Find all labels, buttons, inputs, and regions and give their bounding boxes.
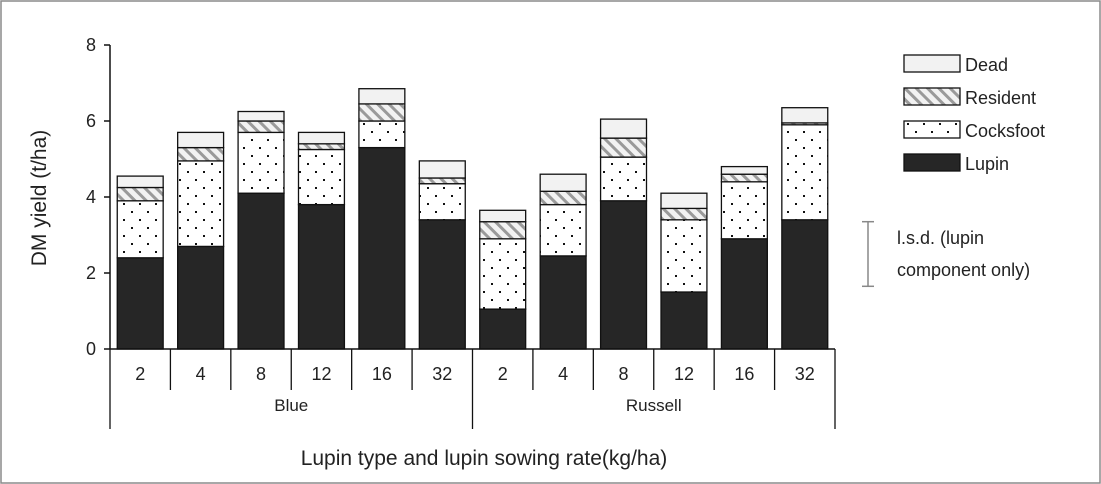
y-tick-label: 6 bbox=[86, 111, 96, 131]
bar-segment-dead bbox=[358, 88, 406, 105]
bar-segment-cocksfoot bbox=[781, 124, 829, 221]
legend-label-cocksfoot: Cocksfoot bbox=[965, 121, 1045, 141]
bar-segment-cocksfoot bbox=[237, 131, 285, 194]
x-tick-label: 4 bbox=[558, 364, 568, 384]
bar-segment-lupin bbox=[660, 291, 708, 350]
bar-segment-lupin bbox=[539, 255, 587, 350]
bar-segment-lupin bbox=[297, 203, 346, 350]
bar-segment-lupin bbox=[237, 192, 285, 350]
legend-swatch-cocksfoot bbox=[903, 120, 961, 139]
legend-label-lupin: Lupin bbox=[965, 154, 1009, 174]
bar-segment-lupin bbox=[479, 308, 527, 350]
x-tick-label: 16 bbox=[734, 364, 754, 384]
y-axis-title: DM yield (t/ha) bbox=[28, 130, 51, 267]
x-axis: 2 4 8 12 16 32 2 4 8 12 16 32 Blue Russell bbox=[109, 348, 836, 429]
bar-segment-dead bbox=[297, 131, 346, 145]
bar-segment-resident bbox=[720, 173, 768, 183]
bar-segment-cocksfoot bbox=[297, 148, 346, 206]
lsd-label-line1: l.s.d. (lupin bbox=[897, 228, 984, 248]
bar-segment-dead bbox=[660, 192, 708, 210]
lsd-indicator: l.s.d. (lupin component only) bbox=[862, 220, 1030, 288]
bars-layer bbox=[116, 88, 829, 350]
legend: Dead Resident Cocksfoot Lupin bbox=[903, 54, 1045, 174]
y-tick-label: 2 bbox=[86, 263, 96, 283]
x-tick-label: 8 bbox=[619, 364, 629, 384]
bar-segment-resident bbox=[539, 190, 587, 206]
lsd-label-line2: component only) bbox=[897, 260, 1030, 280]
bar-segment-lupin bbox=[781, 219, 829, 350]
bar-segment-resident bbox=[660, 207, 708, 221]
bar-segment-cocksfoot bbox=[358, 120, 406, 149]
bar-segment-lupin bbox=[358, 146, 406, 350]
bar-segment-dead bbox=[177, 131, 225, 149]
x-group-label: Blue bbox=[274, 396, 308, 415]
bar-segment-dead bbox=[539, 173, 587, 192]
bar-segment-dead bbox=[479, 209, 527, 223]
bar-segment-dead bbox=[116, 175, 164, 189]
x-tick-label: 2 bbox=[135, 364, 145, 384]
x-tick-label: 8 bbox=[256, 364, 266, 384]
y-axis: 0 2 4 6 8 bbox=[86, 35, 111, 359]
y-tick-label: 8 bbox=[86, 35, 96, 55]
bar-segment-cocksfoot bbox=[418, 183, 466, 221]
x-tick-label: 12 bbox=[674, 364, 694, 384]
bar-segment-resident bbox=[177, 146, 225, 162]
bar-segment-resident bbox=[116, 186, 164, 202]
bar-segment-lupin bbox=[116, 257, 164, 350]
bar-segment-cocksfoot bbox=[539, 203, 587, 257]
bar-segment-dead bbox=[599, 118, 648, 139]
legend-swatch-dead bbox=[903, 54, 961, 73]
bar-segment-resident bbox=[418, 177, 466, 185]
legend-label-resident: Resident bbox=[965, 88, 1036, 108]
x-tick-label: 2 bbox=[498, 364, 508, 384]
bar-segment-resident bbox=[479, 221, 527, 240]
bar-segment-lupin bbox=[599, 200, 648, 350]
bar-segment-resident bbox=[599, 137, 648, 158]
bar-segment-lupin bbox=[720, 238, 768, 350]
x-tick-label: 32 bbox=[795, 364, 815, 384]
bar-segment-lupin bbox=[418, 219, 466, 350]
bar-segment-cocksfoot bbox=[720, 181, 768, 240]
bar-segment-cocksfoot bbox=[599, 156, 648, 202]
legend-swatch-lupin bbox=[903, 153, 961, 172]
bar-segment-cocksfoot bbox=[660, 219, 708, 293]
x-tick-label: 16 bbox=[372, 364, 392, 384]
bar-segment-cocksfoot bbox=[479, 238, 527, 310]
bar-segment-dead bbox=[720, 165, 768, 175]
x-tick-label: 32 bbox=[432, 364, 452, 384]
x-axis-title: Lupin type and lupin sowing rate(kg/ha) bbox=[301, 447, 668, 470]
bar-segment-cocksfoot bbox=[116, 200, 164, 259]
bar-segment-dead bbox=[237, 110, 285, 122]
bar-segment-dead bbox=[781, 107, 829, 124]
legend-swatch-resident bbox=[903, 87, 961, 106]
y-tick-label: 4 bbox=[86, 187, 96, 207]
bar-segment-resident bbox=[237, 120, 285, 134]
legend-label-dead: Dead bbox=[965, 55, 1008, 75]
x-group-label: Russell bbox=[626, 396, 682, 415]
x-tick-label: 4 bbox=[196, 364, 206, 384]
bar-segment-resident bbox=[358, 103, 406, 122]
bar-segment-lupin bbox=[177, 245, 225, 350]
x-tick-label: 12 bbox=[311, 364, 331, 384]
bar-segment-cocksfoot bbox=[177, 160, 225, 248]
bar-segment-resident bbox=[297, 143, 346, 151]
y-tick-label: 0 bbox=[86, 339, 96, 359]
bar-segment-dead bbox=[418, 160, 466, 179]
